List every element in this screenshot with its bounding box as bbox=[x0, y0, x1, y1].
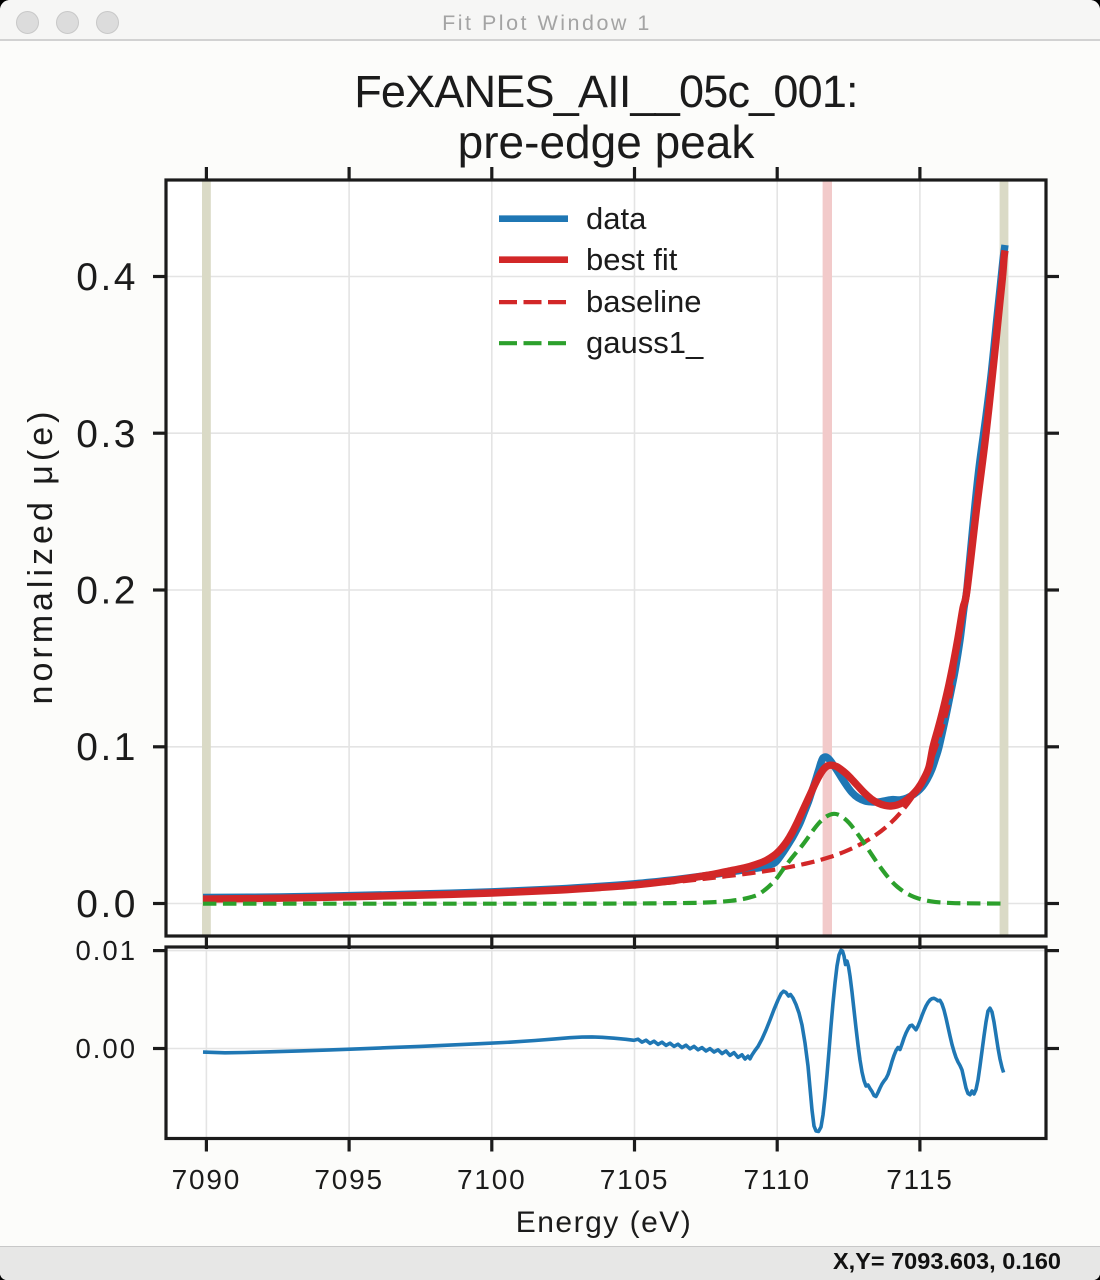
svg-text:7110: 7110 bbox=[743, 1164, 810, 1195]
svg-text:7095: 7095 bbox=[314, 1164, 384, 1195]
svg-text:normalized μ(e): normalized μ(e) bbox=[22, 408, 60, 705]
svg-text:0.3: 0.3 bbox=[76, 413, 138, 456]
svg-text:0.00: 0.00 bbox=[75, 1033, 137, 1064]
svg-text:0.01: 0.01 bbox=[75, 935, 137, 966]
svg-text:0.1: 0.1 bbox=[76, 726, 138, 769]
svg-text:best fit: best fit bbox=[586, 242, 678, 277]
svg-text:pre-edge peak: pre-edge peak bbox=[458, 116, 756, 168]
svg-text:7115: 7115 bbox=[886, 1164, 953, 1195]
svg-text:7090: 7090 bbox=[172, 1164, 242, 1195]
svg-text:0.2: 0.2 bbox=[76, 570, 138, 613]
svg-text:Energy (eV): Energy (eV) bbox=[516, 1206, 693, 1239]
svg-text:0.0: 0.0 bbox=[76, 883, 138, 926]
svg-text:7105: 7105 bbox=[600, 1164, 670, 1195]
svg-text:gauss1_: gauss1_ bbox=[586, 325, 704, 360]
svg-text:0.4: 0.4 bbox=[76, 256, 138, 299]
svg-text:FeXANES_AII__05c_001:: FeXANES_AII__05c_001: bbox=[354, 66, 858, 117]
svg-text:baseline: baseline bbox=[586, 284, 701, 319]
svg-text:data: data bbox=[586, 201, 647, 236]
svg-text:7100: 7100 bbox=[457, 1164, 527, 1195]
